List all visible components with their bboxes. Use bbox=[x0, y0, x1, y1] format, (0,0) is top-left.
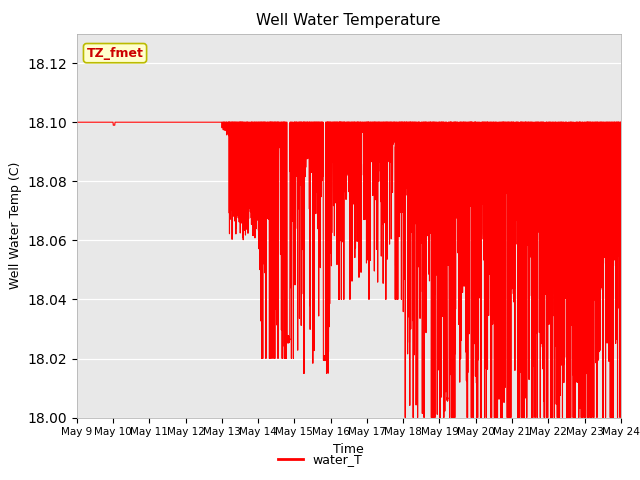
Title: Well Water Temperature: Well Water Temperature bbox=[257, 13, 441, 28]
Legend: water_T: water_T bbox=[273, 448, 367, 471]
Y-axis label: Well Water Temp (C): Well Water Temp (C) bbox=[9, 162, 22, 289]
Text: TZ_fmet: TZ_fmet bbox=[86, 47, 143, 60]
X-axis label: Time: Time bbox=[333, 443, 364, 456]
